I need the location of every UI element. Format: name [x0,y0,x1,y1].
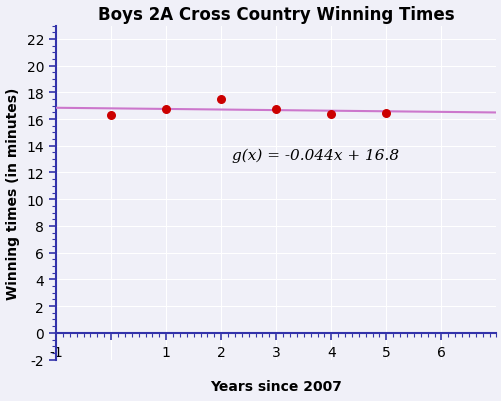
X-axis label: Years since 2007: Years since 2007 [210,379,342,393]
Y-axis label: Winning times (in minutes): Winning times (in minutes) [6,87,20,299]
Point [162,106,170,113]
Point [217,97,225,103]
Point [107,112,115,119]
Text: g(x) = -0.044x + 16.8: g(x) = -0.044x + 16.8 [232,148,398,163]
Point [382,111,390,117]
Point [272,106,280,113]
Point [327,112,335,118]
Title: Boys 2A Cross Country Winning Times: Boys 2A Cross Country Winning Times [98,6,454,24]
